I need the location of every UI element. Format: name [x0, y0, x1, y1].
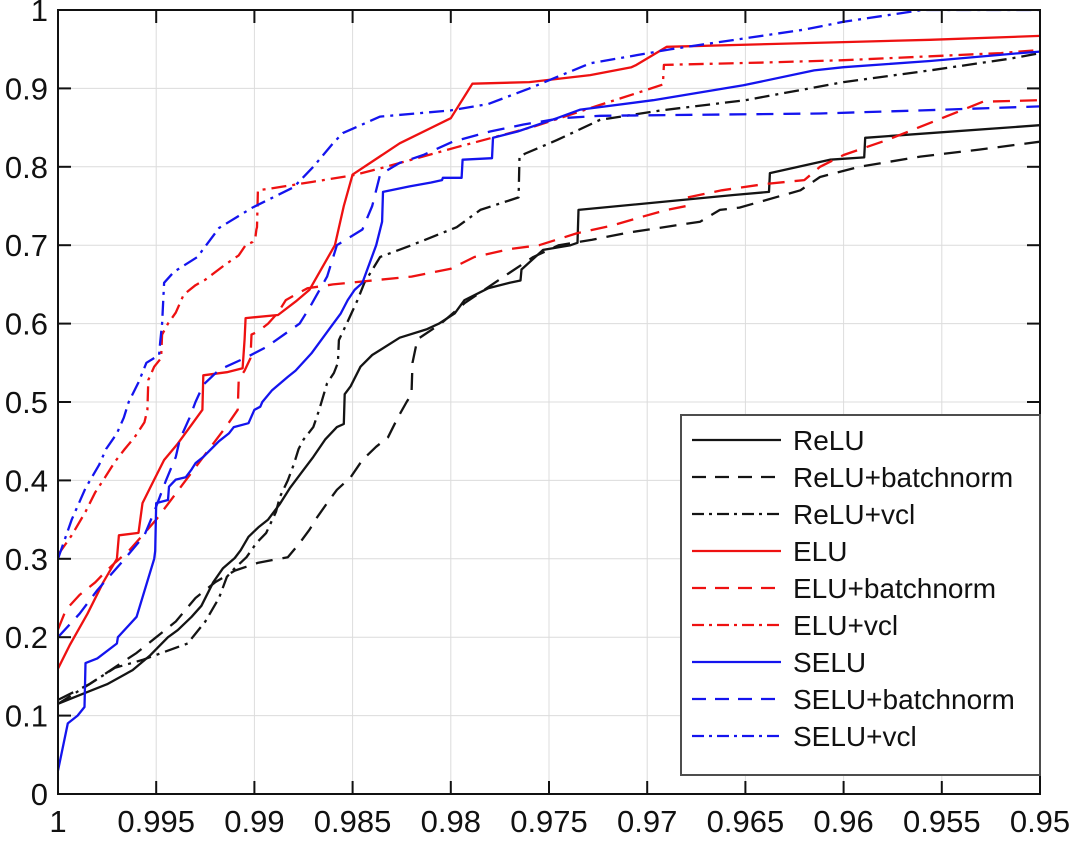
legend-label: ReLU [793, 425, 865, 456]
series-relu [58, 124, 1040, 705]
y-tick-label: 1 [31, 0, 48, 28]
y-tick-label: 0.3 [5, 542, 48, 577]
legend-label: SELU+vcl [793, 721, 917, 752]
y-tick-label: 0.6 [5, 307, 48, 342]
x-tick-label: 0.955 [903, 804, 981, 839]
x-tick-label: 0.985 [314, 804, 392, 839]
x-axis-tick-labels: 1 0.995 0.99 0.985 0.98 0.975 0.97 0.965 0.96 0.9… [49, 804, 1070, 839]
y-tick-label: 0.9 [5, 71, 48, 106]
legend-label: ReLU+vcl [793, 499, 915, 530]
x-tick-label: 0.95 [1010, 804, 1070, 839]
series-selu-batchnorm [58, 105, 1040, 638]
y-axis-tick-labels: 0 0.1 0.2 0.3 0.4 0.5 0.6 0.7 0.8 0.9 1 [5, 0, 48, 812]
series-elu-vcl [58, 48, 1040, 556]
legend-label: ReLU+batchnorm [793, 462, 1013, 493]
legend-entry-elu: ELU [692, 536, 847, 567]
legend-label: ELU+vcl [793, 610, 898, 641]
x-tick-label: 0.965 [707, 804, 785, 839]
y-tick-label: 0.8 [5, 150, 48, 185]
x-tick-label: 0.97 [617, 804, 677, 839]
x-tick-label: 0.96 [813, 804, 873, 839]
legend-label: SELU+batchnorm [793, 684, 1015, 715]
legend-entry-selu-batchnorm: SELU+batchnorm [692, 684, 1015, 715]
y-tick-label: 0.5 [5, 385, 48, 420]
series-elu [58, 34, 1040, 670]
legend-label: ELU+batchnorm [793, 573, 996, 604]
legend-entry-relu-vcl: ReLU+vcl [692, 499, 915, 530]
legend-entry-selu: SELU [692, 647, 866, 678]
legend-entry-relu: ReLU [692, 425, 865, 456]
x-tick-label: 0.98 [421, 804, 481, 839]
series-selu [58, 50, 1040, 771]
y-tick-label: 0.2 [5, 620, 48, 655]
series-curves [58, 10, 1040, 771]
legend: ReLU ReLU+batchnorm ReLU+vcl ELU ELU+batchno… [680, 414, 1041, 776]
legend-entry-elu-vcl: ELU+vcl [692, 610, 898, 641]
legend-entry-elu-batchnorm: ELU+batchnorm [692, 573, 996, 604]
legend-entry-selu-vcl: SELU+vcl [692, 721, 917, 752]
legend-label: SELU [793, 647, 866, 678]
y-tick-label: 0.7 [5, 228, 48, 263]
x-tick-label: 0.99 [224, 804, 284, 839]
x-tick-label: 0.975 [510, 804, 588, 839]
y-tick-label: 0.1 [5, 699, 48, 734]
x-tick-label: 0.995 [117, 804, 195, 839]
series-elu-batchnorm [58, 99, 1040, 630]
y-tick-label: 0 [31, 777, 48, 812]
series-relu-batchnorm [58, 140, 1040, 701]
legend-entry-relu-batchnorm: ReLU+batchnorm [692, 462, 1013, 493]
legend-label: ELU [793, 536, 847, 567]
tick-marks [57, 9, 1041, 795]
x-tick-label: 1 [49, 804, 66, 839]
series-relu-vcl [58, 51, 1040, 705]
y-tick-label: 0.4 [5, 463, 48, 498]
legend-box [680, 414, 1041, 776]
